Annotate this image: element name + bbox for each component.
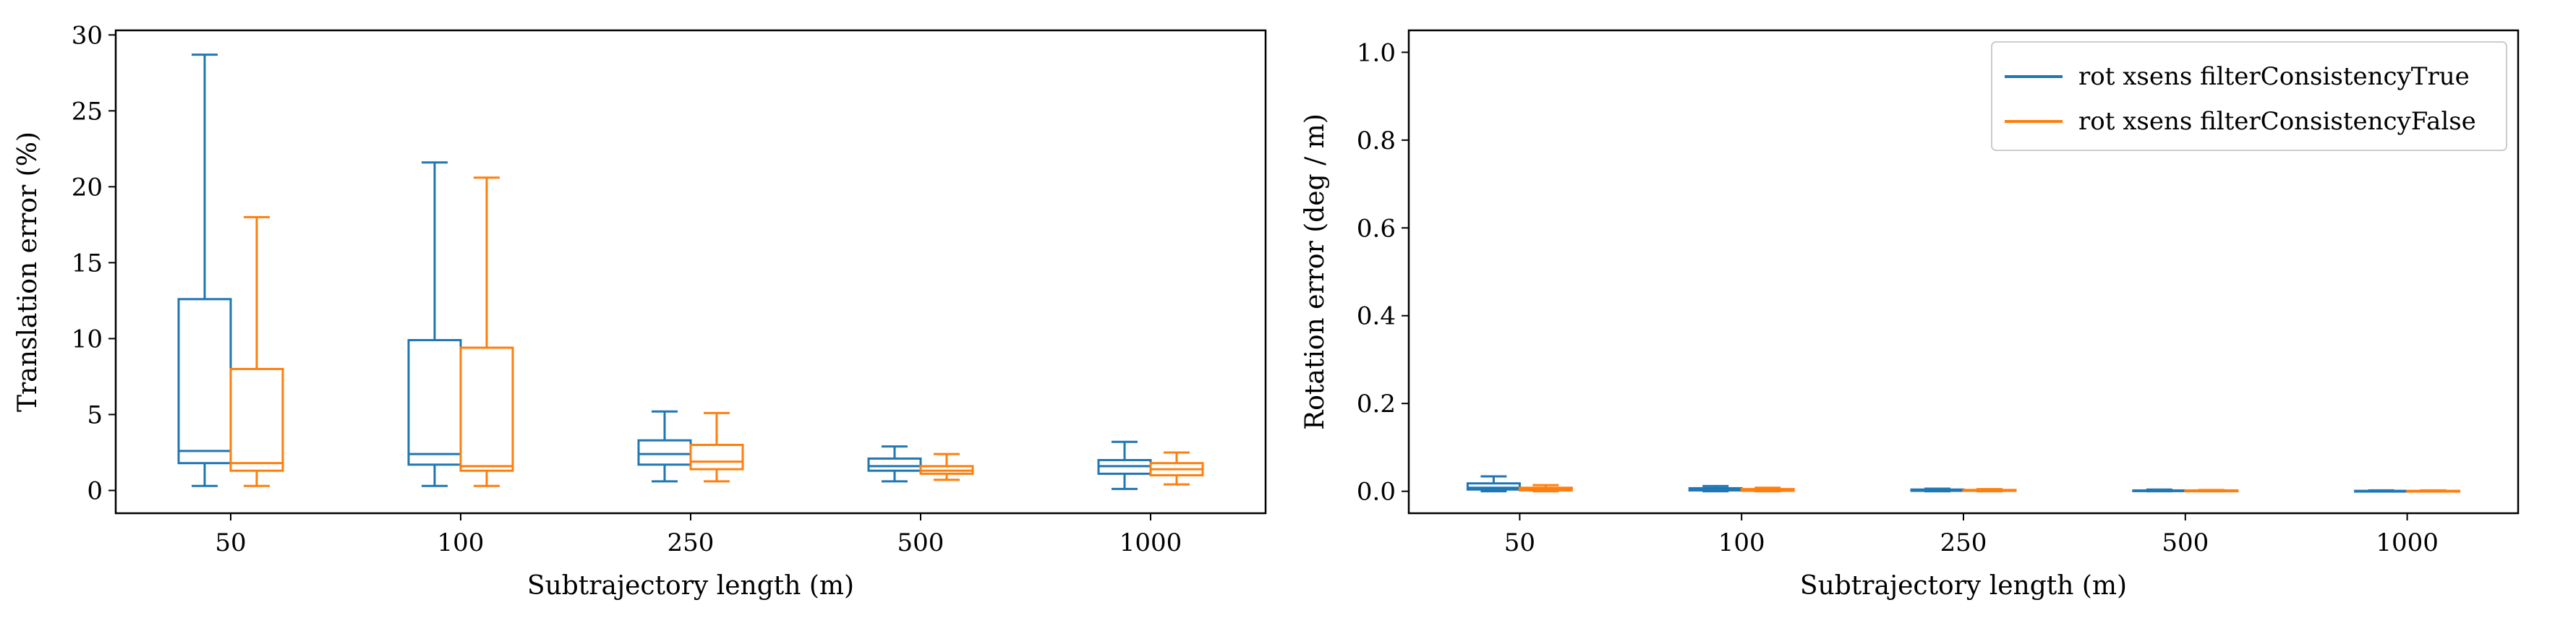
y-tick-label: 20 (72, 173, 103, 202)
box-plot (1910, 487, 1965, 493)
y-tick-label: 0.8 (1357, 127, 1396, 155)
y-tick-label: 10 (72, 325, 103, 353)
box-body (689, 443, 744, 471)
legend-frame (1991, 41, 2507, 151)
y-tick-label: 0 (87, 476, 103, 505)
y-tick-label: 0.4 (1357, 302, 1396, 331)
box-plot (459, 176, 514, 487)
x-tick-label: 500 (2162, 528, 2209, 557)
box-plot (2184, 489, 2239, 493)
box-plot (2132, 488, 2187, 493)
y-tick-label: 30 (72, 21, 103, 50)
x-tick-label: 1000 (2376, 528, 2439, 557)
legend-label: rot xsens filterConsistencyFalse (2078, 107, 2476, 136)
y-tick-label: 0.2 (1357, 390, 1396, 419)
legend-item: rot xsens filterConsistencyFalse (2005, 107, 2476, 136)
box-plot (2406, 489, 2461, 493)
x-tick-label: 1000 (1119, 528, 1182, 557)
x-tick-label: 250 (668, 528, 715, 557)
y-axis-label: Rotation error (deg / m) (1300, 113, 1330, 430)
box-body (229, 367, 284, 472)
x-tick-label: 250 (1940, 528, 1987, 557)
x-axis-label: Subtrajectory length (m) (527, 571, 854, 601)
box-plot (229, 215, 284, 487)
box-plot (177, 53, 232, 487)
box-plot (1097, 440, 1152, 490)
x-axis-label: Subtrajectory length (m) (1800, 571, 2127, 601)
x-tick-label: 100 (438, 528, 485, 557)
y-axis-label: Translation error (%) (13, 132, 43, 412)
box-plot (407, 161, 462, 487)
box-plot (1518, 484, 1573, 493)
y-tick-label: 0.0 (1357, 478, 1396, 507)
box-body (459, 346, 514, 472)
box-body (867, 457, 922, 472)
box-plot (1149, 451, 1204, 486)
y-tick-label: 1.0 (1357, 38, 1396, 67)
y-tick-label: 5 (87, 400, 103, 429)
box-plot (689, 411, 744, 483)
y-tick-label: 25 (72, 97, 103, 126)
box-plot (867, 445, 922, 483)
box-body (177, 298, 232, 465)
x-tick-label: 500 (897, 528, 944, 557)
box-plot (1740, 486, 1795, 493)
box-plot (1466, 475, 1521, 493)
box-body (637, 439, 692, 466)
legend: rot xsens filterConsistencyTrue rot xsens… (1991, 41, 2507, 151)
box-plot (919, 453, 974, 481)
rotation-panel: 0.0 0.2 0.4 0.6 0.8 1.0 50 100 250 500 1000 Subtraj… (1300, 29, 2520, 601)
box-body (407, 339, 462, 466)
box-plot (1688, 484, 1743, 493)
legend-item: rot xsens filterConsistencyTrue (2005, 62, 2470, 91)
y-tick-label: 0.6 (1357, 214, 1396, 243)
box-plot (1962, 488, 2017, 493)
box-plot (2354, 489, 2409, 493)
x-tick-label: 50 (1504, 528, 1535, 557)
legend-label: rot xsens filterConsistencyTrue (2078, 62, 2470, 91)
x-tick-label: 100 (1718, 528, 1765, 557)
x-tick-label: 50 (215, 528, 246, 557)
y-tick-label: 15 (72, 249, 103, 278)
box-body (1466, 482, 1521, 491)
box-plot (637, 410, 692, 483)
translation-panel: 0 5 10 15 20 25 30 50 100 250 500 1000 Subtrajectory… (13, 21, 1267, 601)
